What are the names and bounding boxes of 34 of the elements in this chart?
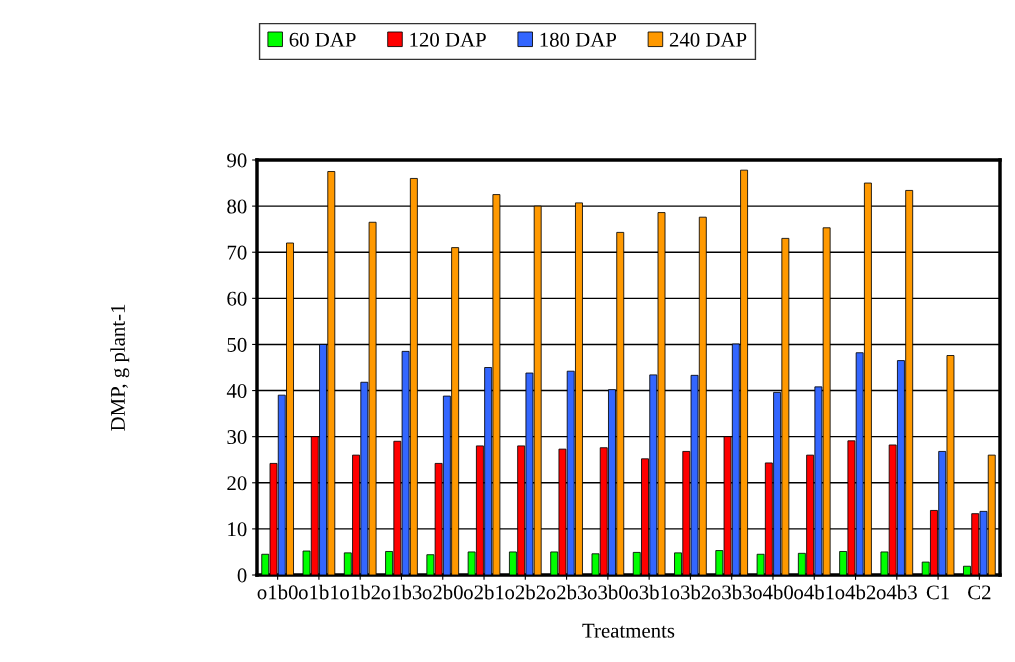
y-tick-label: 10 [228,522,247,537]
y-tick-label: 70 [227,245,247,260]
x-tick-label: o1b0 [257,584,298,600]
legend-label: 120 DAP [410,32,486,47]
y-tick-label: 60 [227,291,247,306]
x-tick-label: o3b2 [670,584,711,600]
x-tick-label: o2b2 [505,584,545,600]
y-tick-label: 0 [237,568,247,583]
legend-label: 180 DAP [540,32,617,47]
y-tick-label: 50 [227,337,247,352]
y-tick-label: 20 [227,476,247,491]
legend-label: 60 DAP [289,32,356,47]
x-tick-label: o3b1 [629,584,669,600]
x-tick-label: o2b1 [463,584,504,600]
y-tick-label: 40 [226,383,247,398]
x-tick-label: o3b3 [711,584,752,600]
x-tick-label: o3b0 [587,584,628,600]
x-tick-label: o2b0 [422,584,463,600]
y-axis-title: DMP, g plant-1 [110,304,130,431]
x-tick-label: o4b1 [794,584,834,600]
x-tick-label: o4b0 [752,584,794,600]
y-tick-label: 90 [227,153,247,168]
x-tick-label: o1b3 [381,584,422,600]
x-tick-label: C2 [968,585,991,600]
x-axis-title: Treatments [582,623,675,638]
x-tick-label: C1 [926,585,949,600]
x-tick-label: o4b3 [876,584,917,600]
x-tick-label: o2b3 [546,584,587,600]
x-tick-label: o1b2 [340,584,380,600]
x-tick-label: o1b1 [298,584,339,600]
y-tick-label: 80 [227,199,247,214]
x-tick-label: o4b2 [835,584,876,600]
legend-label: 240 DAP [669,32,747,47]
y-tick-label: 30 [227,430,247,445]
